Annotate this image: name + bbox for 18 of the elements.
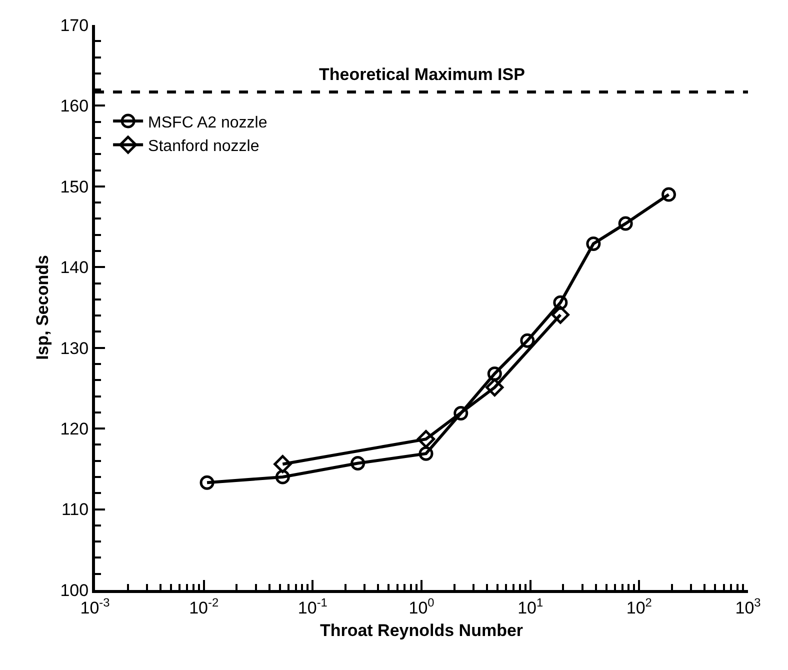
x-tick-label: 10$^{0}$ (408, 595, 435, 618)
legend-label: Stanford nozzle (148, 138, 260, 156)
y-tick-label: 150 (60, 177, 89, 196)
x-tick-label: 10$^{-2}$ (189, 595, 219, 618)
y-tick-label: 130 (60, 338, 89, 358)
legend-label: MSFC A2 nozzle (148, 114, 268, 132)
x-tick-label: 10$^{2}$ (626, 595, 652, 618)
x-tick-label: 10$^{1}$ (518, 595, 544, 618)
y-tick-label: 140 (60, 258, 89, 278)
y-tick-label: 170 (60, 16, 89, 35)
x-axis-title: Throat Reynolds Number (320, 620, 524, 640)
y-tick-label: 110 (61, 500, 89, 520)
y-axis-title: Isp, Seconds (32, 255, 52, 360)
x-tick-label: 10$^{-1}$ (298, 595, 328, 618)
x-tick-label: 10$^{3}$ (735, 595, 762, 618)
y-tick-label: 160 (60, 96, 89, 116)
y-tick-label: 120 (60, 420, 89, 439)
ref-line-label: Theoretical Maximum ISP (319, 65, 525, 84)
